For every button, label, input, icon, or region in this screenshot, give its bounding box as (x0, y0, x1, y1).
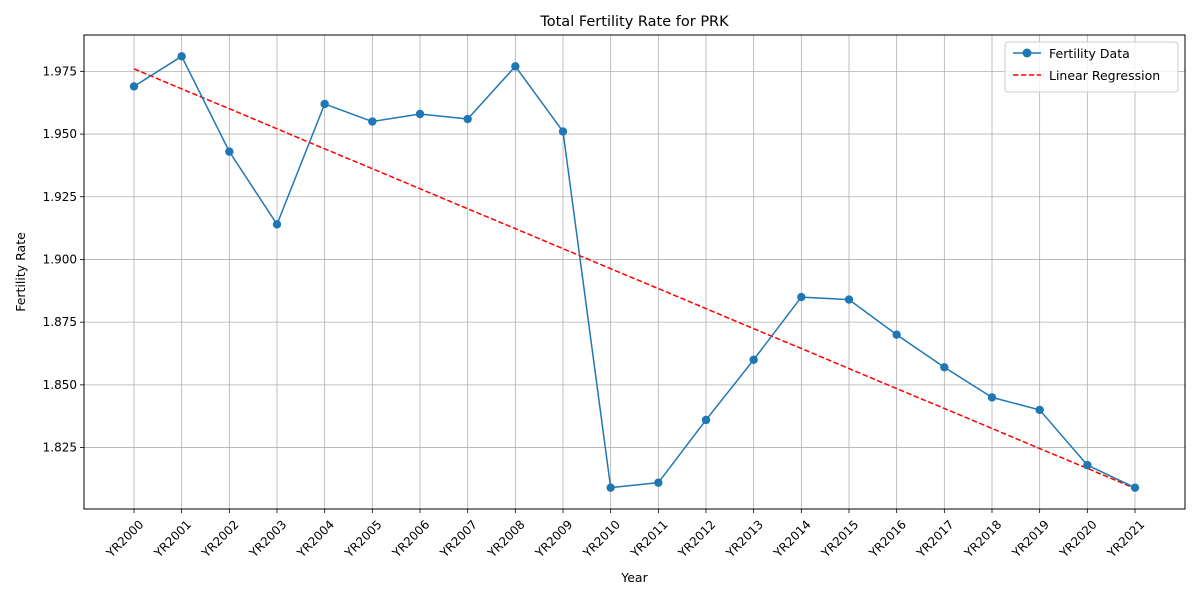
data-point-fertility (177, 52, 186, 61)
data-point-fertility (701, 415, 711, 425)
x-axis-title: Year (620, 570, 648, 585)
plot-area-frame (83, 34, 1186, 510)
y-tick-label: 1.900 (43, 252, 77, 266)
series-layer (129, 52, 1140, 492)
data-point-fertility (320, 99, 329, 109)
data-point-fertility (129, 82, 139, 91)
y-axis-title: Fertility Rate (13, 232, 28, 312)
data-point-fertility (225, 147, 234, 156)
data-point-fertility (272, 220, 282, 229)
legend-box (1004, 41, 1179, 93)
y-tick-label: 1.875 (43, 315, 77, 329)
legend-label-linear-regression: Linear Regression (1049, 68, 1160, 83)
data-point-fertility (606, 483, 615, 492)
data-point-fertility (1035, 405, 1044, 415)
y-tick-label: 1.925 (43, 190, 77, 204)
series-line-linear-regression (133, 68, 1136, 490)
data-point-fertility (940, 363, 949, 372)
data-point-fertility (558, 127, 568, 136)
data-point-fertility (844, 295, 854, 304)
y-tick-label: 1.825 (43, 441, 77, 455)
data-point-fertility (415, 109, 425, 119)
y-tick-label: 1.850 (43, 378, 77, 392)
y-tick-label: 1.950 (43, 127, 77, 141)
data-point-fertility (368, 117, 377, 126)
data-point-fertility (1083, 460, 1092, 470)
data-point-fertility (797, 292, 806, 302)
grid (84, 35, 1185, 509)
data-point-fertility (892, 330, 901, 339)
legend-marker-fertility-data (1022, 48, 1032, 58)
data-point-fertility (463, 114, 472, 124)
series-line-fertility-data (133, 55, 1136, 489)
y-tick-label: 1.975 (43, 64, 77, 78)
data-point-fertility (511, 62, 520, 71)
data-point-fertility (749, 355, 758, 364)
data-point-fertility (987, 393, 997, 402)
chart-title: Total Fertility Rate for PRK (539, 14, 729, 30)
legend-label-fertility-data: Fertility Data (1049, 46, 1130, 61)
data-point-fertility (654, 478, 663, 487)
legend: Fertility Data Linear Regression (1004, 41, 1179, 93)
data-point-fertility (1130, 483, 1140, 492)
